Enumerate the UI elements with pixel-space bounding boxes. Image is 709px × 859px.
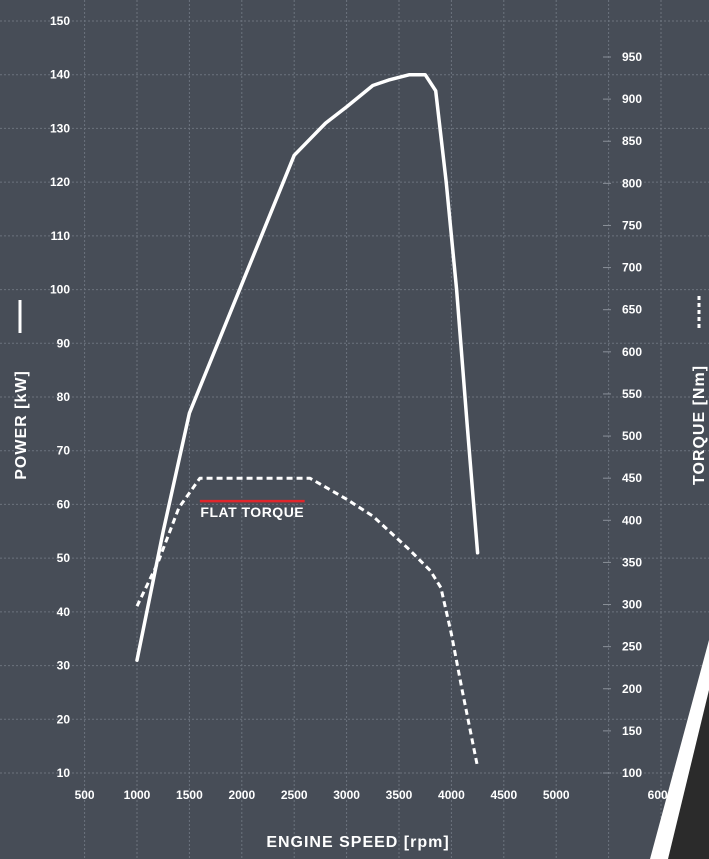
y-left-tick-label: 140 — [50, 68, 70, 82]
torque-curve — [135, 476, 480, 768]
right-axis-tick-marks — [603, 56, 611, 774]
y-right-tick-label: 450 — [622, 471, 642, 485]
y-left-tick-label: 120 — [50, 175, 70, 189]
y-right-tick-label: 300 — [622, 598, 642, 612]
x-tick-label: 4500 — [490, 788, 517, 802]
y-right-tick-label: 800 — [622, 176, 642, 190]
y-right-tick-label: 500 — [622, 429, 642, 443]
y-right-tick-label: 100 — [622, 766, 642, 780]
x-tick-label: 5000 — [543, 788, 570, 802]
flat-torque-label: FLAT TORQUE — [200, 504, 304, 520]
y-left-tick-label: 40 — [57, 605, 71, 619]
power-curve — [135, 72, 480, 662]
y-left-tick-label: 70 — [57, 444, 71, 458]
y-left-tick-label: 60 — [57, 497, 71, 511]
y-right-tick-label: 200 — [622, 682, 642, 696]
power-axis-label: POWER [kW] — [13, 370, 30, 480]
y-left-tick-label: 30 — [57, 659, 71, 673]
y-left-tick-label: 110 — [51, 229, 71, 243]
y-left-tick-label: 80 — [57, 390, 71, 404]
torque-axis-title: TORQUE [Nm] — [691, 296, 708, 485]
y-right-tick-label: 950 — [622, 50, 642, 64]
y-right-tick-label: 350 — [622, 555, 642, 569]
y-left-tick-label: 10 — [57, 766, 71, 780]
corner-photo — [668, 690, 709, 859]
x-tick-label: 3500 — [386, 788, 413, 802]
y-left-tick-label: 130 — [50, 121, 70, 135]
y-left-tick-label: 150 — [50, 14, 70, 28]
y-right-tick-label: 700 — [622, 261, 642, 275]
y-left-tick-label: 100 — [50, 283, 70, 297]
x-tick-label: 1500 — [176, 788, 203, 802]
y-right-tick-label: 150 — [622, 724, 642, 738]
x-tick-label: 3000 — [333, 788, 360, 802]
y-right-tick-label: 750 — [622, 218, 642, 232]
y-right-tick-label: 650 — [622, 303, 642, 317]
y-right-tick-label: 550 — [622, 387, 642, 401]
x-tick-label: 500 — [75, 788, 95, 802]
y-right-tick-label: 850 — [622, 134, 642, 148]
y-right-tick-label: 400 — [622, 513, 642, 527]
y-right-tick-label: 900 — [622, 92, 642, 106]
flat-torque-annotation: FLAT TORQUE — [199, 499, 305, 520]
y-left-tick-label: 50 — [57, 551, 71, 565]
tick-labels: 500 1000 1500 2000 2500 3000 3500 4000 4500 5000 6… — [50, 14, 675, 802]
x-tick-label: 2500 — [281, 788, 308, 802]
torque-axis-label: TORQUE [Nm] — [691, 365, 708, 485]
x-tick-label: 2000 — [228, 788, 255, 802]
x-tick-label: 1000 — [124, 788, 151, 802]
x-tick-label: 4000 — [438, 788, 465, 802]
series-group — [135, 72, 480, 768]
y-left-tick-label: 20 — [57, 712, 71, 726]
x-axis-label: ENGINE SPEED [rpm] — [266, 834, 449, 851]
corner-decoration — [650, 640, 709, 859]
y-right-tick-label: 250 — [622, 640, 642, 654]
y-left-tick-label: 90 — [57, 336, 71, 350]
power-axis-title: POWER [kW] — [13, 300, 30, 480]
y-right-tick-label: 600 — [622, 345, 642, 359]
